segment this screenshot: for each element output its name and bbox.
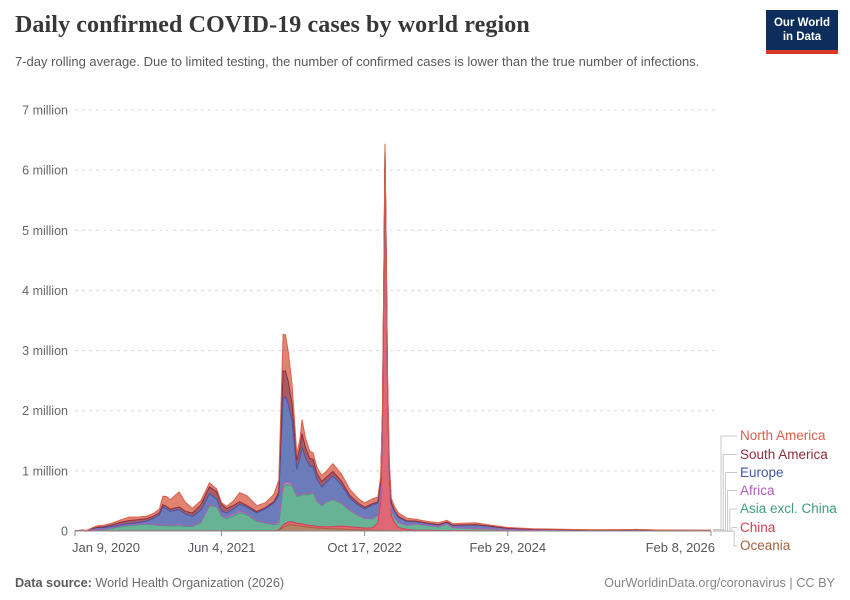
legend-item-china[interactable]: China [740,519,775,537]
legend-item-oceania[interactable]: Oceania [740,537,790,555]
page-title: Daily confirmed COVID-19 cases by world … [15,12,530,38]
y-axis-tick-label: 0 [61,525,68,539]
area-china [75,163,711,531]
legend-item-label: China [740,519,776,535]
area-asia-excl-china [75,157,711,531]
legend-item-asia-excl-china[interactable]: Asia excl. China [740,500,837,518]
owid-logo-line2: in Data [782,31,822,44]
legend-item-label: South America [740,446,828,462]
y-axis-tick-label: 4 million [22,284,68,298]
chart-subtitle: 7-day rolling average. Due to limited te… [15,54,700,69]
legend-item-label: Asia excl. China [740,501,837,516]
legend-connector-oceania [713,530,737,547]
y-axis-tick-label: 2 million [22,404,68,418]
legend-item-africa[interactable]: Africa [740,482,775,500]
owid-logo: Our World in Data [765,10,838,54]
legend-item-label: Africa [740,482,775,498]
area-line-south-america [74,148,712,532]
legend-connector-europe [713,472,737,531]
y-axis-tick-label: 3 million [22,344,68,358]
area-north-america [75,143,711,531]
legend-item-south-america[interactable]: South America [740,446,828,464]
legend-item-europe[interactable]: Europe [740,464,784,482]
license-link[interactable]: OurWorldinData.org/coronavirus | CC BY [604,576,835,590]
y-axis-tick-label: 5 million [22,224,68,238]
x-axis-tick-label: Feb 29, 2024 [469,540,546,555]
owid-logo-line1: Our World [773,17,830,29]
y-axis-tick-label: 6 million [22,164,68,178]
area-line-china [74,163,711,532]
area-south-america [75,148,711,531]
legend-item-label: North America [740,428,826,443]
area-africa [75,157,711,531]
x-axis-tick-label: Oct 17, 2022 [327,540,401,555]
data-source-label: Data source: [15,576,92,590]
legend-item-label: Oceania [740,538,791,553]
y-axis-tick-label: 7 million [22,104,68,118]
x-axis-tick-label: Jun 4, 2021 [188,540,256,555]
area-line-asia-excl-china [74,157,711,532]
legend-item-label: Europe [740,464,784,480]
legend-item-north-america[interactable]: North America [740,427,826,445]
area-europe [75,149,711,531]
x-axis-tick-label: Feb 8, 2026 [646,540,715,555]
data-source: Data source: World Health Organization (… [15,576,284,590]
chart-footer: Data source: World Health Organization (… [0,576,850,590]
x-axis-tick-label: Jan 9, 2020 [72,540,140,555]
data-source-value: World Health Organization (2026) [91,576,285,590]
area-line-north-america [74,143,712,532]
area-line-africa [74,157,712,532]
y-axis-tick-label: 1 million [22,464,68,478]
area-line-europe [74,149,712,532]
